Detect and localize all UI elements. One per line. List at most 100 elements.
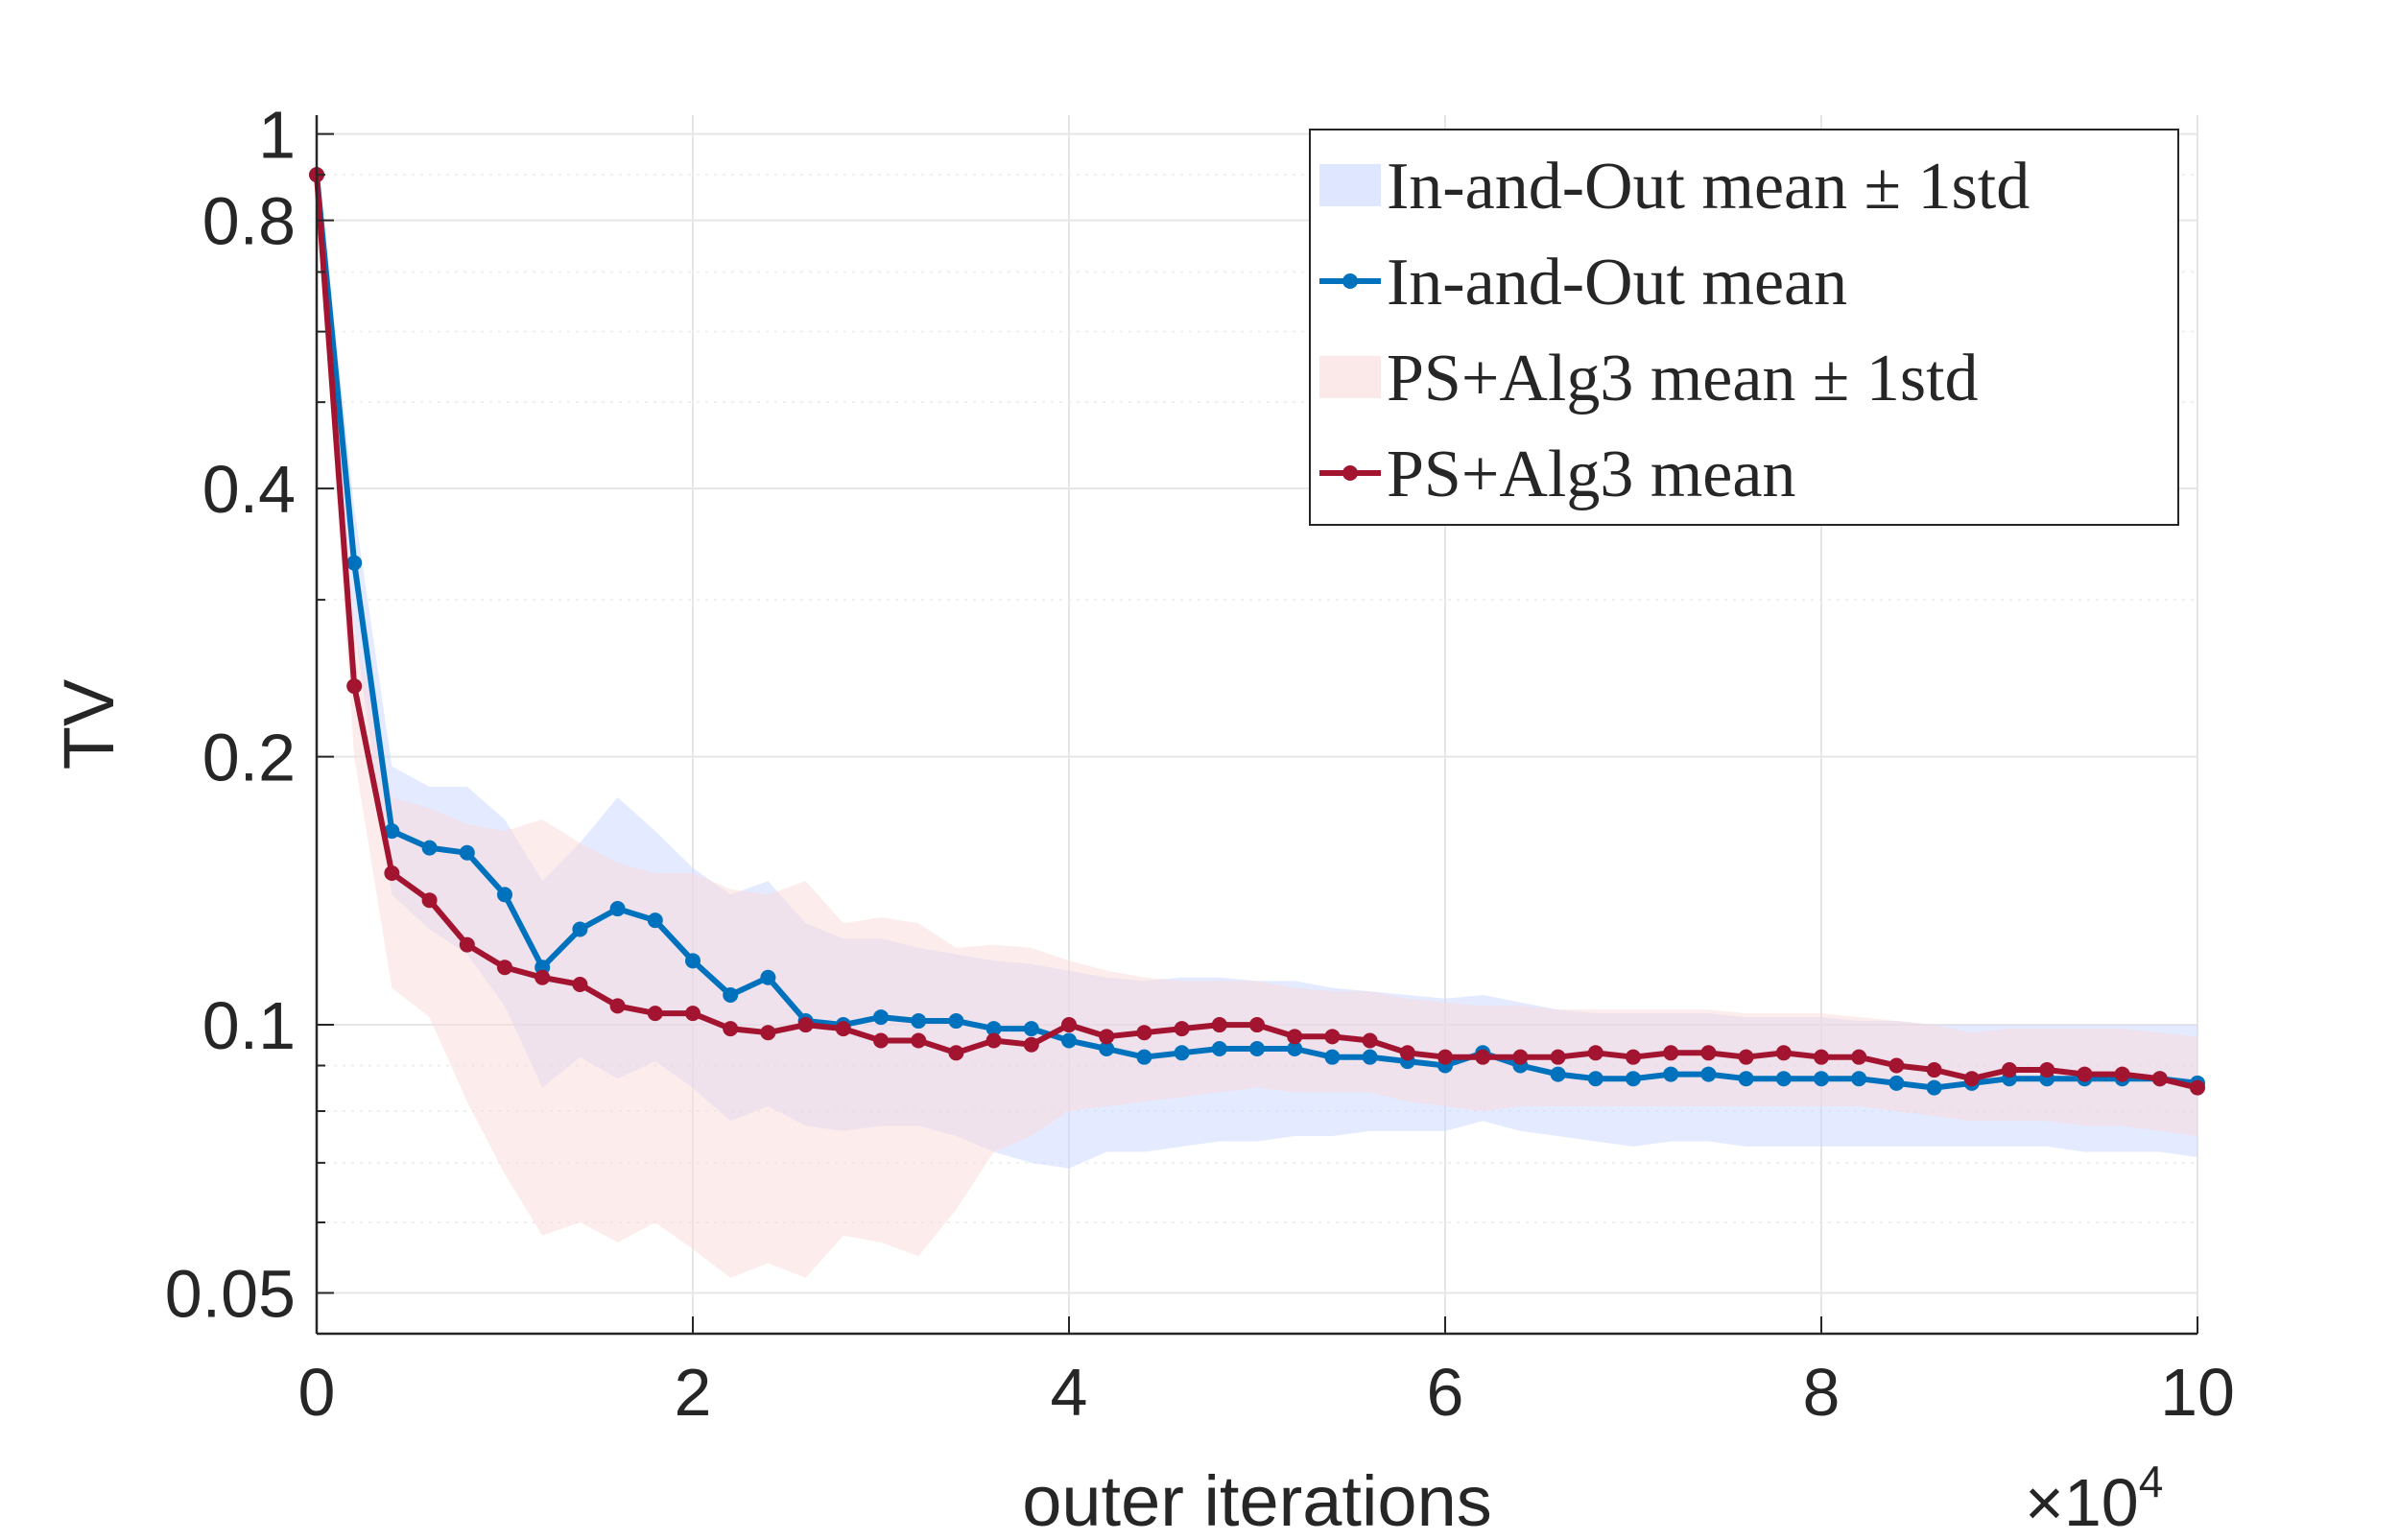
data-point-series-1 <box>1775 1045 1792 1061</box>
x-tick-label: 8 <box>1803 1355 1841 1430</box>
data-point-series-0 <box>459 844 475 861</box>
data-point-series-1 <box>1700 1045 1717 1061</box>
y-tick-label: 0.4 <box>202 452 296 527</box>
data-point-series-0 <box>873 1009 889 1026</box>
data-point-series-0 <box>1249 1040 1265 1056</box>
data-point-series-0 <box>1851 1071 1867 1087</box>
data-point-series-0 <box>346 555 363 571</box>
data-point-series-0 <box>1174 1045 1190 1061</box>
data-point-series-1 <box>1512 1049 1529 1065</box>
x-exponent-label: ×104 <box>2025 1457 2163 1540</box>
x-exponent-power: 4 <box>2139 1457 2164 1506</box>
data-point-series-0 <box>1362 1049 1378 1065</box>
data-point-series-1 <box>459 936 475 953</box>
data-point-series-0 <box>1324 1049 1341 1065</box>
data-point-series-1 <box>497 960 512 976</box>
data-point-series-0 <box>1287 1040 1303 1056</box>
x-axis-title: outer iterations <box>1022 1461 1492 1540</box>
data-point-series-1 <box>2039 1062 2055 1078</box>
data-point-series-1 <box>2190 1079 2205 1096</box>
data-point-series-1 <box>1814 1049 1829 1065</box>
data-point-series-1 <box>1136 1025 1152 1041</box>
legend-label: PS+Alg3 mean ± 1std <box>1387 342 1979 415</box>
data-point-series-1 <box>835 1021 851 1037</box>
data-point-series-0 <box>1626 1071 1641 1087</box>
data-point-series-0 <box>572 921 588 937</box>
data-point-series-1 <box>1324 1029 1341 1045</box>
x-tick-label: 6 <box>1427 1355 1464 1430</box>
data-point-series-1 <box>421 892 438 909</box>
data-point-series-0 <box>685 953 701 969</box>
y-tick-label: 1 <box>258 98 296 173</box>
x-tick-label: 10 <box>2160 1355 2235 1430</box>
data-point-series-1 <box>384 865 400 881</box>
data-point-series-1 <box>1963 1071 1980 1087</box>
legend-swatch-marker <box>1342 273 1358 289</box>
data-point-series-0 <box>1775 1071 1792 1087</box>
data-point-series-0 <box>911 1013 927 1030</box>
data-point-series-0 <box>723 987 739 1004</box>
legend-swatch-band <box>1319 356 1381 398</box>
data-point-series-1 <box>2114 1066 2130 1082</box>
legend-label: In-and-Out mean <box>1387 246 1847 320</box>
data-point-series-0 <box>497 887 512 903</box>
data-point-series-1 <box>1587 1045 1603 1061</box>
data-point-series-0 <box>1211 1040 1227 1056</box>
data-point-series-1 <box>1926 1062 1942 1078</box>
data-point-series-1 <box>1249 1017 1265 1033</box>
mean-lines <box>309 167 2205 1096</box>
y-tick-label: 0.8 <box>202 184 296 259</box>
data-point-series-1 <box>1099 1029 1115 1045</box>
data-point-series-0 <box>1136 1049 1152 1065</box>
data-point-series-0 <box>384 823 400 840</box>
data-point-series-0 <box>948 1013 964 1030</box>
data-point-series-1 <box>1550 1049 1566 1065</box>
data-point-series-0 <box>1663 1066 1679 1082</box>
data-point-series-1 <box>685 1006 701 1022</box>
data-point-series-1 <box>1287 1029 1303 1045</box>
legend-box <box>1309 129 2179 526</box>
data-point-series-0 <box>647 912 663 929</box>
x-tick-label: 0 <box>298 1355 336 1430</box>
data-point-series-1 <box>572 976 588 992</box>
data-point-series-1 <box>609 998 626 1014</box>
data-point-series-0 <box>1023 1021 1039 1037</box>
data-point-series-1 <box>1626 1049 1641 1065</box>
x-tick-label: 2 <box>675 1355 712 1430</box>
data-point-series-0 <box>1926 1079 1942 1096</box>
data-point-series-1 <box>1023 1036 1039 1053</box>
data-point-series-1 <box>760 1025 776 1041</box>
data-point-series-0 <box>1814 1071 1829 1087</box>
data-point-series-1 <box>723 1021 739 1037</box>
legend-label: PS+Alg3 mean <box>1387 438 1795 511</box>
data-point-series-0 <box>760 969 776 985</box>
data-point-series-1 <box>797 1017 814 1033</box>
data-point-series-0 <box>1099 1040 1115 1056</box>
y-tick-label: 0.2 <box>202 721 296 795</box>
data-point-series-0 <box>1587 1071 1603 1087</box>
data-point-series-1 <box>1738 1049 1754 1065</box>
data-point-series-0 <box>1061 1032 1077 1049</box>
data-point-series-1 <box>1663 1045 1679 1061</box>
data-point-series-1 <box>1061 1017 1077 1033</box>
legend: In-and-Out mean ± 1std In-and-Out mean PS+… <box>1309 129 2179 526</box>
y-tick-label: 0.05 <box>165 1257 296 1332</box>
data-point-series-1 <box>2002 1062 2017 1078</box>
y-tick-label: 0.1 <box>202 988 296 1063</box>
data-point-series-1 <box>534 969 551 985</box>
data-point-series-1 <box>948 1045 964 1061</box>
data-point-series-1 <box>1174 1021 1190 1037</box>
data-point-series-1 <box>647 1006 663 1022</box>
legend-label: In-and-Out mean ± 1std <box>1387 150 2030 224</box>
data-point-series-0 <box>1550 1066 1566 1082</box>
data-point-series-1 <box>1437 1049 1453 1065</box>
data-point-series-0 <box>609 901 626 917</box>
data-point-series-1 <box>1211 1017 1227 1033</box>
data-point-series-1 <box>1888 1057 1905 1074</box>
data-point-series-1 <box>1475 1049 1491 1065</box>
data-point-series-1 <box>1399 1045 1415 1061</box>
data-point-series-1 <box>873 1032 889 1049</box>
data-point-series-1 <box>986 1032 1002 1049</box>
x-tick-label: 4 <box>1051 1355 1088 1430</box>
